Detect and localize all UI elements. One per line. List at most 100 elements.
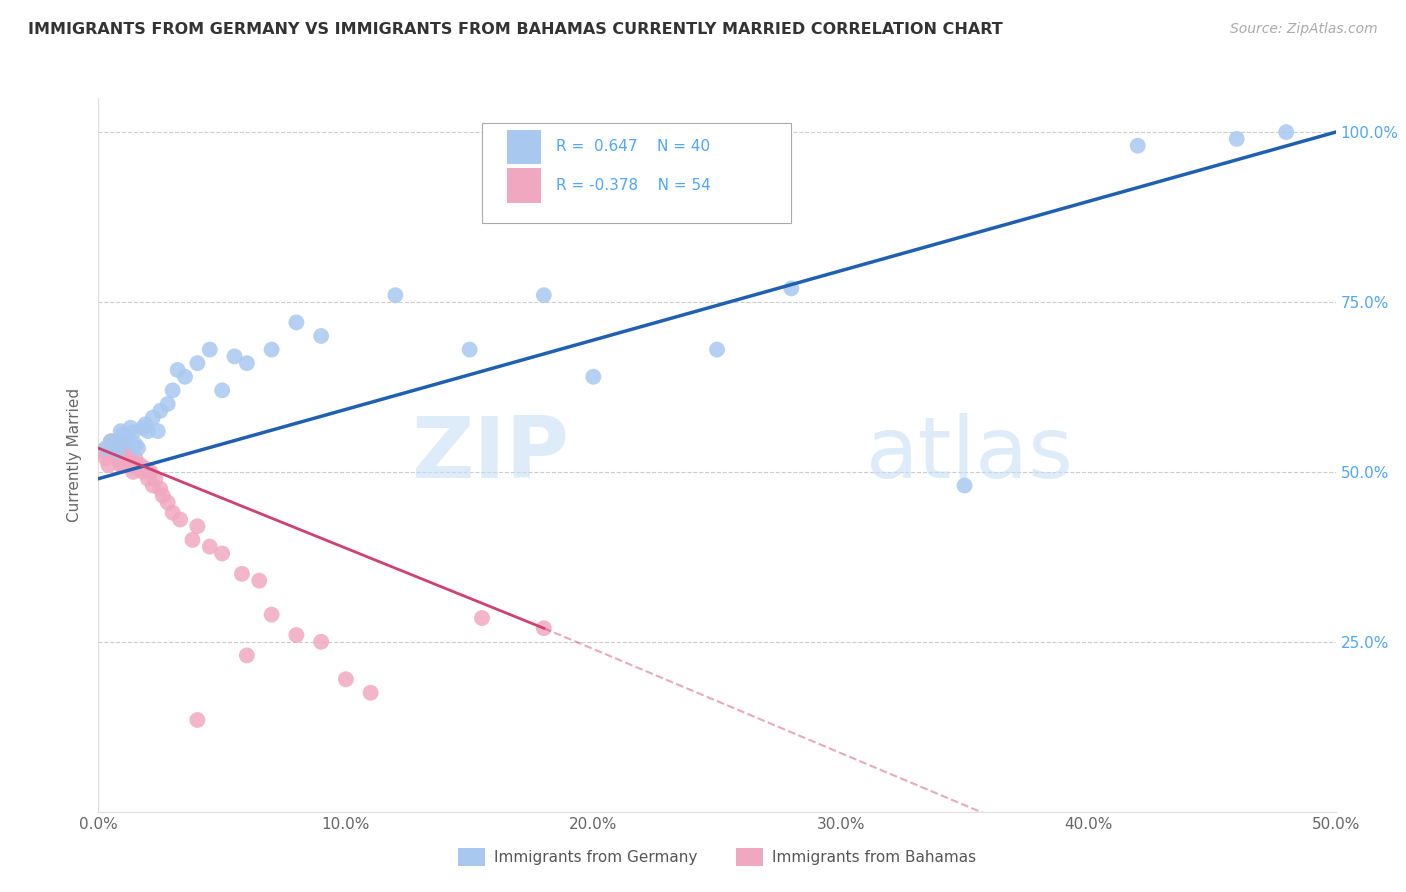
Text: R =  0.647    N = 40: R = 0.647 N = 40 <box>557 139 710 154</box>
Point <box>112 438 135 452</box>
Point <box>384 288 406 302</box>
Point <box>122 465 145 479</box>
Point <box>1226 132 1249 146</box>
Point <box>110 424 132 438</box>
Point <box>142 478 165 492</box>
Point <box>104 438 127 452</box>
Point <box>104 444 127 458</box>
Text: ZIP: ZIP <box>411 413 568 497</box>
Point <box>117 451 139 466</box>
Point <box>706 343 728 357</box>
Point <box>110 458 132 472</box>
Point <box>953 478 976 492</box>
Point <box>114 444 136 458</box>
Point <box>156 397 179 411</box>
Point <box>186 519 208 533</box>
Point <box>117 458 139 472</box>
Text: atlas: atlas <box>866 413 1074 497</box>
Point <box>285 628 308 642</box>
Point <box>112 458 135 472</box>
FancyBboxPatch shape <box>482 123 792 223</box>
Point <box>360 686 382 700</box>
Point <box>124 458 146 472</box>
Point <box>94 441 117 455</box>
Point <box>107 438 129 452</box>
Point <box>1275 125 1298 139</box>
FancyBboxPatch shape <box>506 169 541 202</box>
Point <box>236 648 259 663</box>
Point <box>149 403 172 417</box>
Point <box>247 574 270 588</box>
Point <box>143 472 166 486</box>
Point <box>100 444 122 458</box>
Point <box>122 425 145 440</box>
FancyBboxPatch shape <box>506 129 541 164</box>
Point <box>103 438 125 452</box>
Point <box>156 495 179 509</box>
Point <box>134 461 156 475</box>
Point <box>780 281 803 295</box>
Point <box>181 533 204 547</box>
Point <box>169 512 191 526</box>
Text: Source: ZipAtlas.com: Source: ZipAtlas.com <box>1230 22 1378 37</box>
Point <box>114 434 136 449</box>
Point <box>471 611 494 625</box>
Point <box>335 672 357 686</box>
Point <box>1126 138 1149 153</box>
Point <box>139 465 162 479</box>
Point <box>260 607 283 622</box>
Point <box>533 288 555 302</box>
Point <box>134 417 156 432</box>
Point <box>142 410 165 425</box>
Point <box>533 621 555 635</box>
Point <box>114 451 136 466</box>
Point <box>186 356 208 370</box>
Point <box>120 458 142 472</box>
Point <box>100 434 122 449</box>
Point <box>112 444 135 458</box>
Point <box>124 451 146 466</box>
Point <box>224 350 246 364</box>
Point <box>162 384 184 398</box>
Point <box>112 427 135 442</box>
Point <box>231 566 253 581</box>
Point <box>198 540 221 554</box>
Point <box>93 444 115 458</box>
Point <box>186 713 208 727</box>
Point <box>285 315 308 329</box>
Text: IMMIGRANTS FROM GERMANY VS IMMIGRANTS FROM BAHAMAS CURRENTLY MARRIED CORRELATION: IMMIGRANTS FROM GERMANY VS IMMIGRANTS FR… <box>28 22 1002 37</box>
Point <box>132 421 155 435</box>
Text: R = -0.378    N = 54: R = -0.378 N = 54 <box>557 178 711 193</box>
Point <box>309 635 332 649</box>
Point <box>129 458 152 472</box>
Point <box>146 424 169 438</box>
Point <box>582 369 605 384</box>
Point <box>94 451 117 466</box>
Point <box>174 369 197 384</box>
Point <box>120 421 142 435</box>
Point <box>117 431 139 445</box>
Point <box>107 444 129 458</box>
Point <box>309 329 332 343</box>
Point <box>149 482 172 496</box>
Point <box>120 451 142 466</box>
Point <box>132 465 155 479</box>
Point <box>97 458 120 472</box>
Legend: Immigrants from Germany, Immigrants from Bahamas: Immigrants from Germany, Immigrants from… <box>451 842 983 871</box>
Point <box>136 424 159 438</box>
Point <box>124 438 146 452</box>
Y-axis label: Currently Married: Currently Married <box>67 388 83 522</box>
Point <box>127 441 149 455</box>
Point <box>136 472 159 486</box>
Point <box>103 434 125 449</box>
Point <box>260 343 283 357</box>
Point <box>103 441 125 455</box>
Point <box>100 434 122 449</box>
Point <box>211 384 233 398</box>
Point <box>107 451 129 466</box>
Point <box>198 343 221 357</box>
Point <box>211 546 233 560</box>
Point <box>110 448 132 462</box>
Point <box>127 461 149 475</box>
Point <box>458 343 481 357</box>
